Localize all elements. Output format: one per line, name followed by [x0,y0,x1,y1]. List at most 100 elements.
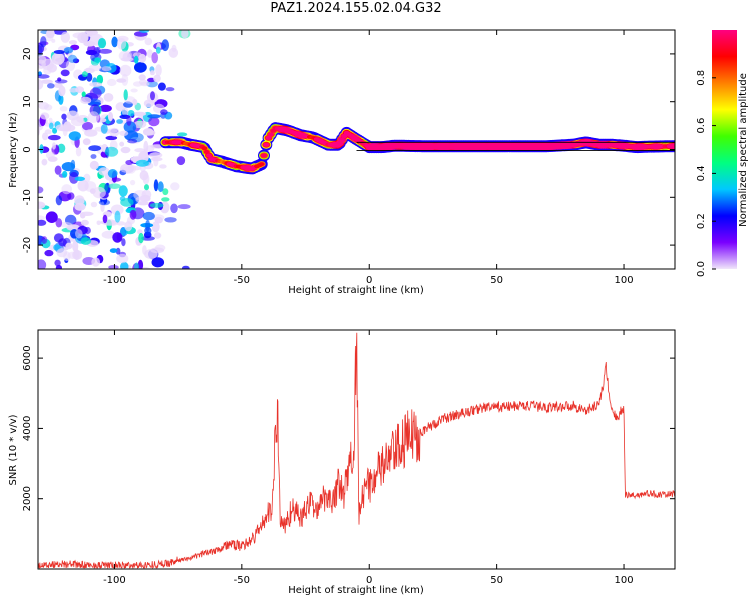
spectrogram-noise-blob [114,210,121,223]
spectrogram-xtick-label: -50 [234,275,250,286]
spectrogram-ridge-cell [206,153,212,158]
spectrogram-noise-blob [90,201,98,208]
spectrogram-noise-blob [155,64,162,77]
spectrogram-noise-blob [144,37,153,46]
spectrogram-noise-blob [142,211,155,221]
spectrogram-noise-blob [155,46,161,54]
spectrogram-noise-blob [47,134,61,141]
spectrogram-xtick-label: 100 [614,275,633,286]
snr-xtick-label: -100 [103,575,126,586]
spectrogram-noise-blob [74,176,86,181]
spectrogram-noise-blob [142,128,154,136]
spectrogram-noise-blob [48,117,53,123]
spectrogram-noise-blob [54,79,68,84]
spectrogram-noise-blob [153,179,159,192]
spectrogram-noise-blob [135,159,149,167]
spectrogram-noise-blob [47,83,55,89]
spectrogram-noise-blob [134,262,140,269]
spectrogram-noise-blob [120,166,134,173]
spectrogram-noise-blob [38,186,44,194]
spectrogram-noise-blob [65,242,73,250]
spectrogram-noise-blob [118,50,133,62]
spectrogram-noise-blob [82,71,88,78]
spectrogram-noise-blob [53,50,65,54]
colorbar-tick-label: 0.0 [696,261,707,277]
spectrogram-noise-blob [84,129,98,137]
spectrogram-noise-blob [40,36,47,48]
spectrogram-noise-blob [60,69,70,77]
spectrogram-noise-blob [133,120,147,129]
spectrogram-noise-blob [121,238,126,247]
spectrogram-noise-blob [116,119,123,124]
spectrogram-noise-blob [49,122,54,130]
spectrogram-ridge-cell [203,149,210,154]
spectrogram-noise-blob [126,115,132,126]
spectrogram-noise-blob [40,79,53,84]
spectrogram-ridge-cell [671,144,675,149]
spectrogram-noise-blob [88,64,102,72]
spectrogram-noise-blob [52,127,58,134]
spectrogram-noise-blob [47,156,58,162]
spectrogram-ylabel: Frequency (Hz) [8,112,19,188]
spectrogram-noise-blob [38,215,45,221]
spectrogram-noise-blob [144,227,152,235]
spectrogram-noise-blob [61,162,76,172]
spectrogram-noise-blob [91,257,101,267]
spectrogram-noise-blob [55,195,63,206]
spectrogram-noise-blob [104,146,119,157]
spectrogram-noise-blob [134,148,146,153]
spectrogram-noise-blob [69,172,79,184]
spectrogram-noise-blob [108,111,113,122]
spectrogram-noise-blob [159,164,167,169]
spectrogram-noise-blob [110,204,124,216]
spectrogram-noise-blob [151,221,160,233]
spectrogram-noise-blob [149,152,163,159]
spectrogram-ridge-cell [258,162,265,167]
spectrogram-noise-blob [58,85,66,97]
spectrogram-noise-blob [61,184,72,195]
spectrogram-noise-blob [119,64,132,77]
spectrogram-ytick-label: 20 [22,48,33,61]
spectrogram-xtick-label: -100 [103,275,126,286]
spectrogram-noise-blob [120,261,129,269]
spectrogram-noise-blob [46,30,55,39]
spectrogram-noise-blob [119,141,125,147]
spectrogram-noise-blob [144,249,158,260]
spectrogram-noise-blob [148,116,160,127]
spectrogram-noise-blob [92,186,106,199]
spectrogram-noise-blob [138,232,144,244]
spectrogram-noise-blob [42,132,49,141]
spectrogram-noise-blob [134,62,147,73]
colorbar-tick-label: 0.4 [696,165,707,181]
spectrogram-noise-blob [94,57,101,63]
spectrogram-ridge-cell [339,137,345,142]
spectrogram-noise-blob [88,145,102,152]
spectrogram-noise-blob [120,146,131,154]
spectrogram-noise-blob [116,253,129,264]
spectrogram-noise-blob [67,54,78,64]
spectrogram-noise-blob [89,87,102,99]
spectrogram-noise-blob [106,78,117,87]
spectrogram-noise-blob [132,99,138,106]
spectrogram-noise-blob [168,47,179,58]
colorbar-tick-label: 0.8 [696,70,707,86]
spectrogram-noise-blob [83,41,96,47]
spectrogram-ridge-cell [336,141,343,146]
spectrogram-noise-blob [165,87,175,92]
spectrogram-noise-blob [89,99,101,105]
spectrogram-noise-blob [85,67,91,73]
spectrogram-noise-blob [137,201,150,206]
spectrogram-noise-blob [45,211,58,223]
spectrogram-noise-blob [147,114,161,119]
spectrogram-noise-blob [150,157,163,162]
spectrogram-noise-blob [130,179,136,186]
spectrogram-noise-blob [138,74,146,81]
spectrogram-noise-blob [108,183,121,189]
spectrogram-noise-blob [82,138,91,146]
spectrogram-noise-blob [38,259,47,269]
colorbar-label: Normalized spectral amplitude [738,73,749,227]
spectrogram-noise-blob [75,86,84,93]
spectrogram-xtick-label: 0 [366,275,372,286]
